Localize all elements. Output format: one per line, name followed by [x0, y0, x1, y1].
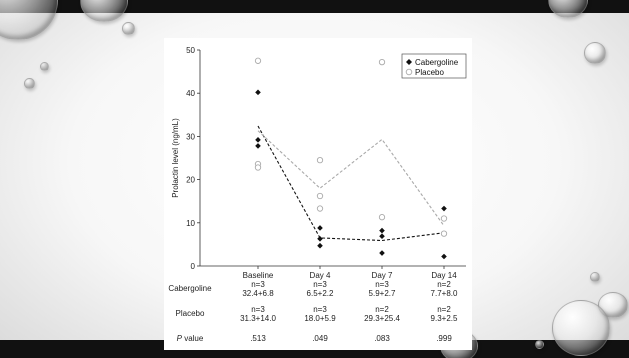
legend-label-placebo: Placebo [415, 68, 444, 77]
y-tick-label: 0 [191, 262, 196, 271]
table-cell: 29.3+25.4 [364, 314, 400, 323]
table-cell: 9.3+2.5 [431, 314, 458, 323]
point-cabergoline [379, 250, 385, 256]
y-tick-label: 10 [186, 219, 195, 228]
point-placebo [316, 205, 324, 212]
point-placebo [316, 192, 324, 200]
table-cell: n=3 [313, 305, 327, 314]
point-placebo [254, 57, 262, 64]
point-cabergoline [255, 89, 261, 96]
legend-marker-cabergoline [406, 59, 412, 65]
point-placebo [440, 230, 448, 237]
table-cell: n=3 [313, 280, 327, 289]
table-cell: .999 [436, 334, 452, 343]
water-droplet-decoration [122, 22, 135, 35]
point-cabergoline [317, 235, 323, 242]
table-cell: n=2 [437, 280, 451, 289]
table-cell: n=2 [375, 305, 389, 314]
water-droplet-decoration [24, 78, 35, 89]
table-cell: n=3 [251, 305, 265, 314]
water-droplet-decoration [535, 340, 544, 349]
mean-line-cabergoline [257, 125, 445, 242]
table-cell: n=2 [437, 305, 451, 314]
x-category-label: Day 14 [431, 271, 457, 280]
y-tick-label: 50 [186, 46, 195, 55]
water-droplet-decoration [548, 0, 588, 18]
table-cell: 5.9+2.7 [369, 289, 396, 298]
table-row-label-italic: P [177, 334, 183, 343]
table-cell: n=3 [251, 280, 265, 289]
y-tick-label: 40 [186, 89, 195, 98]
axes: 0 10 20 30 40 50 Baseline Day 4 Day 7 Day 14 Prola… [171, 46, 466, 280]
table-row-label: P value [177, 334, 204, 343]
table-cell: 32.4+6.8 [242, 289, 274, 298]
table-cell: .083 [374, 334, 390, 343]
point-cabergoline [317, 242, 323, 249]
point-placebo [440, 215, 448, 222]
point-placebo [378, 214, 386, 221]
y-tick-label: 30 [186, 132, 195, 141]
water-droplet-decoration [584, 42, 606, 64]
x-category-label: Baseline [243, 271, 274, 280]
point-cabergoline [441, 205, 447, 212]
point-cabergoline [255, 137, 261, 143]
prolactin-chart: 0 10 20 30 40 50 Baseline Day 4 Day 7 Day 14 Prola… [168, 46, 467, 343]
point-cabergoline [379, 227, 385, 234]
y-tick-label: 20 [186, 176, 195, 185]
water-droplet-decoration [0, 0, 58, 40]
summary-table: Cabergoline n=332.4+6.8n=36.5+2.2n=35.9+2… [168, 280, 458, 343]
table-cell: .513 [250, 334, 266, 343]
table-row-label: Placebo [176, 309, 205, 318]
legend-box [401, 53, 467, 79]
water-droplet-decoration [40, 62, 49, 71]
legend-label-cabergoline: Cabergoline [415, 58, 459, 67]
point-cabergoline [317, 225, 323, 231]
figure-panel: 0 10 20 30 40 50 Baseline Day 4 Day 7 Day 14 Prola… [164, 38, 472, 350]
point-placebo [316, 157, 324, 164]
top-black-bar [0, 0, 629, 13]
table-cell: 6.5+2.2 [307, 289, 334, 298]
legend-marker-placebo [405, 68, 413, 76]
table-row-label: Cabergoline [168, 284, 212, 293]
y-axis-title: Prolactin level (ng/mL) [171, 118, 180, 198]
table-cell: 18.0+5.9 [304, 314, 336, 323]
table-cell: 31.3+14.0 [240, 314, 276, 323]
point-placebo [254, 164, 262, 171]
x-category-label: Day 4 [310, 271, 331, 280]
table-row-label-rest: value [182, 334, 204, 343]
table-cell: .049 [312, 334, 328, 343]
table-cell: 7.7+8.0 [431, 289, 458, 298]
mean-line-placebo [257, 130, 445, 227]
table-cell: n=3 [375, 280, 389, 289]
data-points [254, 57, 448, 260]
point-placebo [378, 58, 386, 66]
x-category-label: Day 7 [372, 271, 393, 280]
water-droplet-decoration [590, 272, 600, 282]
water-droplet-decoration [80, 0, 128, 22]
mean-lines [257, 125, 445, 242]
point-cabergoline [255, 143, 261, 149]
point-cabergoline [441, 253, 447, 260]
point-cabergoline [379, 233, 385, 239]
water-droplet-decoration [552, 300, 610, 356]
